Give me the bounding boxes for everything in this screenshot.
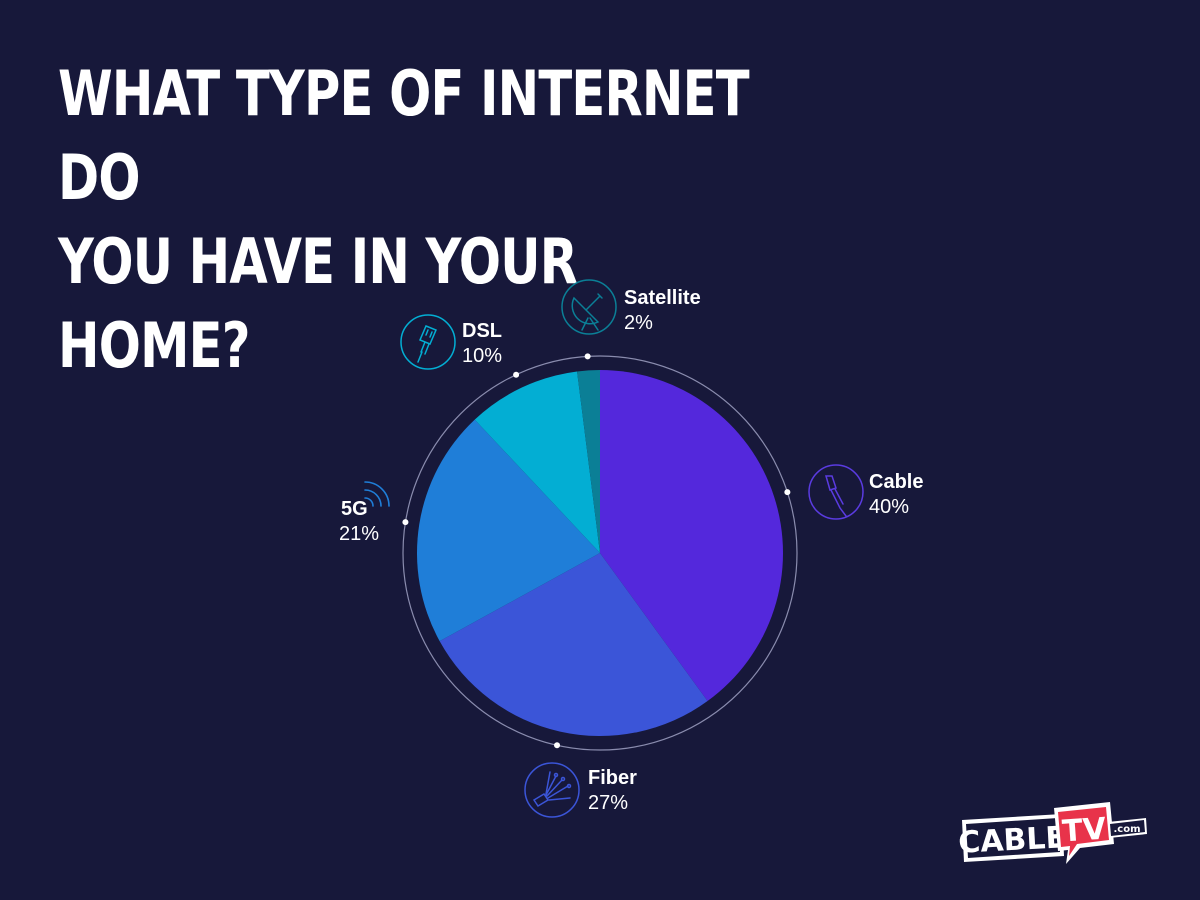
slice-label-name: Cable [869,471,923,493]
slice-label-name: 5G [341,498,368,520]
pie-slice-cable [600,370,783,702]
wireless-signal-icon [364,481,390,507]
title-line-2: YOU HAVE IN YOUR HOME? [58,225,578,382]
svg-text:.com: .com [1113,824,1140,835]
chart-outer-ring [402,355,798,751]
title-line-1: WHAT TYPE OF INTERNET DO [58,57,750,214]
pie-slice-dsl [474,371,600,553]
fiber-optic-icon [524,762,580,818]
cabletv-logo: CABLE TV .com [958,802,1147,864]
slice-label-dsl: DSL 10% [400,314,502,370]
slice-label-5g: 5G 21% [339,481,390,545]
slice-label-name: Satellite [624,287,701,309]
slice-label-fiber: Fiber 27% [524,762,637,818]
ring-markers [402,353,791,749]
slice-label-value: 10% [462,345,502,367]
pie-slice-satellite [577,370,600,553]
ring-marker-dsl [513,371,520,378]
pie-slice-fiber [439,553,708,736]
cable-plug-icon [808,464,864,520]
slice-label-value: 2% [624,312,653,334]
ring-marker-5g [402,519,409,526]
ring-marker-cable [784,489,791,496]
ethernet-plug-icon [400,314,456,370]
pie-slice-5g [417,419,600,642]
satellite-dish-icon [561,279,617,335]
ring-marker-fiber [554,742,561,749]
slice-label-value: 21% [339,523,379,545]
slice-label-value: 40% [869,496,909,518]
svg-text:CABLE: CABLE [958,820,1067,861]
chart-title: WHAT TYPE OF INTERNET DO YOU HAVE IN YOU… [58,52,778,388]
pie-slices [417,370,783,736]
slice-label-value: 27% [588,792,628,814]
slice-label-name: Fiber [588,767,637,789]
svg-text:TV: TV [1061,811,1108,849]
slice-label-cable: Cable 40% [808,464,923,520]
ring-marker-satellite [584,353,591,360]
slice-label-satellite: Satellite 2% [561,279,701,335]
slice-label-name: DSL [462,320,502,342]
